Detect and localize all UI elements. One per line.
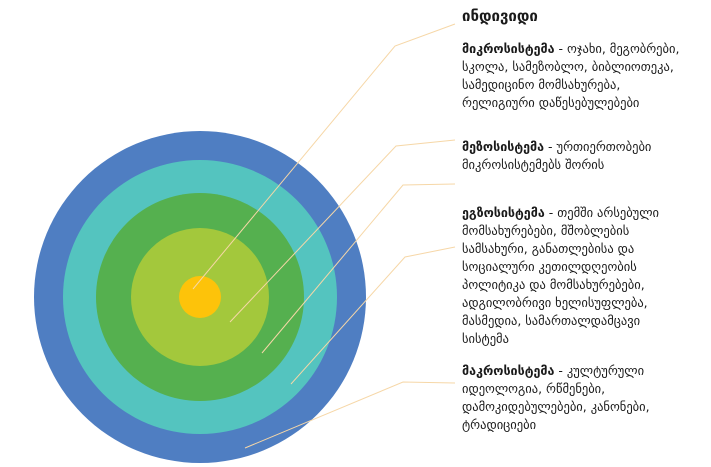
exosystem-description: თემში არსებული მომსახურებები, მშობლების …	[462, 205, 659, 346]
microsystem-leader-line	[229, 139, 456, 323]
mesosystem-label: მეზოსისტემა - ურთიერთობები მიკროსისტემებ…	[462, 138, 651, 174]
macrosystem-separator: -	[554, 363, 567, 378]
exosystem-leader-line	[290, 246, 456, 385]
individual-leader-line	[192, 23, 456, 290]
exosystem-separator: -	[544, 205, 558, 220]
mesosystem-separator: -	[544, 139, 557, 154]
exosystem-title: ეგზოსისტემა	[462, 205, 545, 220]
mesosystem-leader-line	[261, 183, 456, 354]
individual-heading: ინდივიდი	[462, 7, 538, 25]
mesosystem-title: მეზოსისტემა	[462, 139, 545, 154]
microsystem-separator: -	[554, 41, 567, 56]
individual-circle	[179, 276, 221, 318]
macrosystem-label: მაკროსისტემა - კულტურული იდეოლოგია, რწმე…	[462, 362, 650, 434]
macrosystem-title: მაკროსისტემა	[462, 363, 555, 378]
mesosystem-description: ურთიერთობები მიკროსისტემებს შორის	[462, 139, 652, 172]
macrosystem-leader-line	[244, 381, 456, 449]
microsystem-description: ოჯახი, მეგობრები, სკოლა, სამეზობლო, ბიბლ…	[462, 41, 680, 110]
macrosystem-description: კულტურული იდეოლოგია, რწმენები, დამოკიდებ…	[462, 363, 650, 432]
microsystem-label: მიკროსისტემა - ოჯახი, მეგობრები, სკოლა, …	[462, 40, 679, 112]
microsystem-title: მიკროსისტემა	[462, 41, 555, 56]
exosystem-label: ეგზოსისტემა - თემში არსებული მომსახურებე…	[462, 204, 659, 348]
